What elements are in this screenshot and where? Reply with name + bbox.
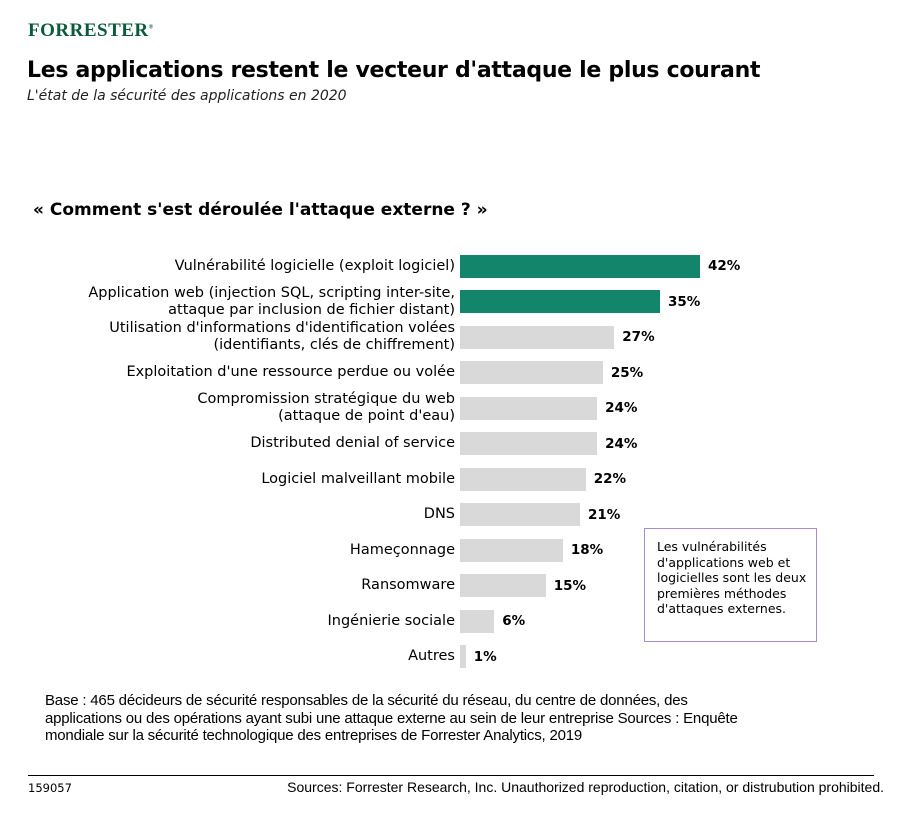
value-label: 6% [502, 613, 526, 629]
callout-note: Les vulnérabilités d'applications web et… [644, 528, 817, 642]
value-label: 27% [622, 329, 655, 345]
bar [460, 467, 586, 491]
divider [28, 775, 874, 776]
category-label: Vulnérabilité logicielle (exploit logici… [174, 257, 455, 274]
forrester-logo: FORRESTER® [28, 20, 154, 41]
value-label: 24% [605, 435, 638, 452]
category-label: Hameçonnage [349, 541, 455, 558]
category-label: Utilisation d'informations d'identificat… [109, 320, 455, 353]
bar [460, 538, 563, 562]
category-label: Compromission stratégique du web (attaque… [197, 391, 455, 424]
copyright: Sources: Forrester Research, Inc. Unauth… [287, 779, 884, 795]
category-label: Ingénierie sociale [327, 612, 455, 629]
bar [460, 325, 615, 349]
value-label: 42% [708, 258, 741, 274]
bar [460, 290, 660, 313]
value-label: 25% [610, 364, 644, 381]
bar [460, 432, 598, 455]
value-label: 18% [570, 542, 604, 558]
bar [460, 361, 603, 384]
value-label: 15% [553, 577, 587, 594]
base-footnote: Base : 465 décideurs de sécurité respons… [45, 692, 738, 744]
bar [460, 574, 546, 597]
bar [460, 503, 580, 526]
value-label: 22% [593, 471, 627, 487]
bar [460, 609, 495, 633]
value-label: 24% [605, 400, 638, 416]
category-label: DNS [423, 506, 455, 522]
value-label: 21% [588, 506, 621, 523]
bar [460, 645, 466, 668]
category-label: Ransomware [361, 577, 455, 593]
category-label: Autres [408, 648, 455, 664]
category-label: Logiciel malveillant mobile [261, 470, 455, 487]
category-label: Exploitation d'une ressource perdue ou v… [126, 364, 455, 380]
question-title: « Comment s'est déroulée l'attaque exter… [33, 200, 488, 220]
chart-subtitle: L'état de la sécurité des applications e… [27, 88, 347, 104]
figure-code: 159057 [28, 781, 72, 795]
bar [460, 254, 700, 278]
bar [460, 396, 598, 420]
category-label: Distributed denial of service [250, 435, 455, 451]
chart-title: Les applications restent le vecteur d'at… [27, 58, 761, 83]
category-label: Application web (injection SQL, scriptin… [88, 284, 455, 318]
value-label: 35% [668, 293, 701, 310]
value-label: 1% [473, 648, 497, 665]
